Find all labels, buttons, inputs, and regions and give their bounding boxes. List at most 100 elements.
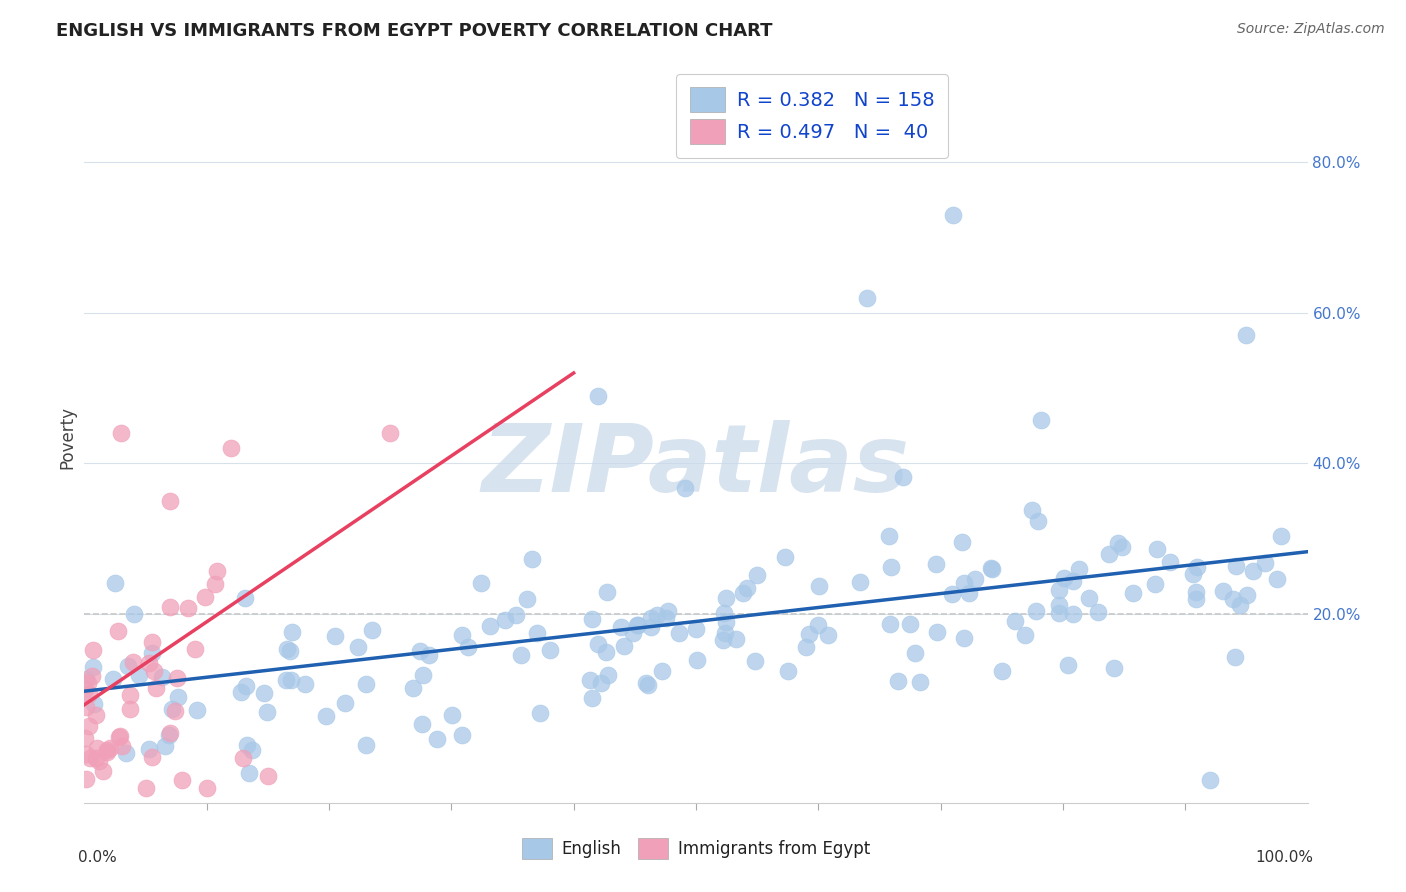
Point (980, 561, 1002, 575)
Point (122, 607, 145, 621)
Point (538, 642, 561, 657)
Point (141, 749, 163, 764)
Point (1021, 502, 1043, 516)
Point (640, 611, 662, 625)
Point (657, 604, 679, 618)
Point (578, 673, 600, 687)
Point (879, 560, 901, 574)
Point (1225, 559, 1247, 574)
Point (645, 607, 668, 622)
Point (1107, 536, 1129, 550)
Point (470, 575, 492, 590)
Point (79, 688, 101, 702)
Point (114, 746, 136, 760)
Point (166, 671, 188, 685)
Point (233, 591, 256, 606)
Point (294, 676, 316, 690)
Point (82, 643, 104, 657)
Point (773, 549, 796, 564)
Point (1062, 574, 1084, 588)
Point (159, 600, 181, 615)
Point (73, 731, 96, 745)
Point (84, 707, 107, 722)
Point (280, 673, 302, 687)
Point (1004, 614, 1026, 628)
Point (621, 625, 644, 640)
Point (111, 739, 134, 753)
Point (418, 648, 440, 662)
Point (1212, 584, 1234, 599)
Point (238, 766, 260, 780)
Point (207, 565, 229, 579)
Point (1047, 607, 1070, 621)
Point (613, 639, 636, 653)
Point (80, 669, 103, 683)
Point (807, 579, 830, 593)
Point (908, 675, 931, 690)
Point (595, 645, 617, 659)
Point (409, 644, 432, 658)
Point (101, 672, 124, 686)
Point (91, 764, 114, 778)
Point (1229, 598, 1251, 612)
Point (120, 689, 142, 703)
Point (711, 633, 734, 648)
Point (596, 584, 619, 599)
Point (276, 641, 298, 656)
Point (219, 442, 242, 456)
Point (361, 623, 384, 637)
Point (807, 618, 830, 632)
Point (204, 577, 226, 591)
Point (1098, 547, 1121, 561)
Text: ENGLISH VS IMMIGRANTS FROM EGYPT POVERTY CORRELATION CHART: ENGLISH VS IMMIGRANTS FROM EGYPT POVERTY… (56, 22, 773, 40)
Point (172, 773, 194, 788)
Point (1236, 588, 1258, 602)
Point (1236, 328, 1258, 343)
Point (82, 660, 104, 674)
Point (891, 470, 914, 484)
Point (256, 705, 278, 719)
Point (274, 673, 297, 687)
Point (685, 622, 707, 636)
Point (1102, 661, 1125, 675)
Point (402, 681, 425, 695)
Point (1185, 560, 1208, 574)
Point (520, 551, 543, 566)
Point (77, 719, 100, 733)
Point (135, 780, 157, 795)
Point (1056, 657, 1078, 672)
Point (451, 728, 474, 742)
Point (655, 611, 678, 625)
Point (799, 627, 821, 641)
Point (1254, 557, 1277, 571)
Point (516, 591, 538, 606)
Point (1185, 592, 1208, 607)
Point (713, 606, 735, 620)
Text: ZIPatlas: ZIPatlas (482, 420, 910, 512)
Point (86, 740, 108, 755)
Point (157, 728, 180, 742)
Point (354, 677, 377, 691)
Point (145, 681, 167, 695)
Point (278, 644, 301, 658)
Point (950, 534, 973, 549)
Point (581, 612, 603, 626)
Point (478, 618, 501, 632)
Point (73, 681, 96, 696)
Point (159, 726, 181, 740)
Point (609, 620, 631, 634)
Point (1028, 514, 1050, 528)
Point (668, 626, 690, 640)
Point (84, 751, 107, 765)
Point (335, 696, 357, 710)
Point (1223, 650, 1246, 665)
Point (79, 751, 101, 765)
Point (315, 708, 337, 723)
Point (589, 676, 612, 690)
Point (138, 656, 160, 670)
Point (1185, 585, 1208, 599)
Point (195, 780, 218, 795)
Point (1182, 567, 1205, 582)
Point (505, 607, 527, 622)
Point (637, 678, 659, 692)
